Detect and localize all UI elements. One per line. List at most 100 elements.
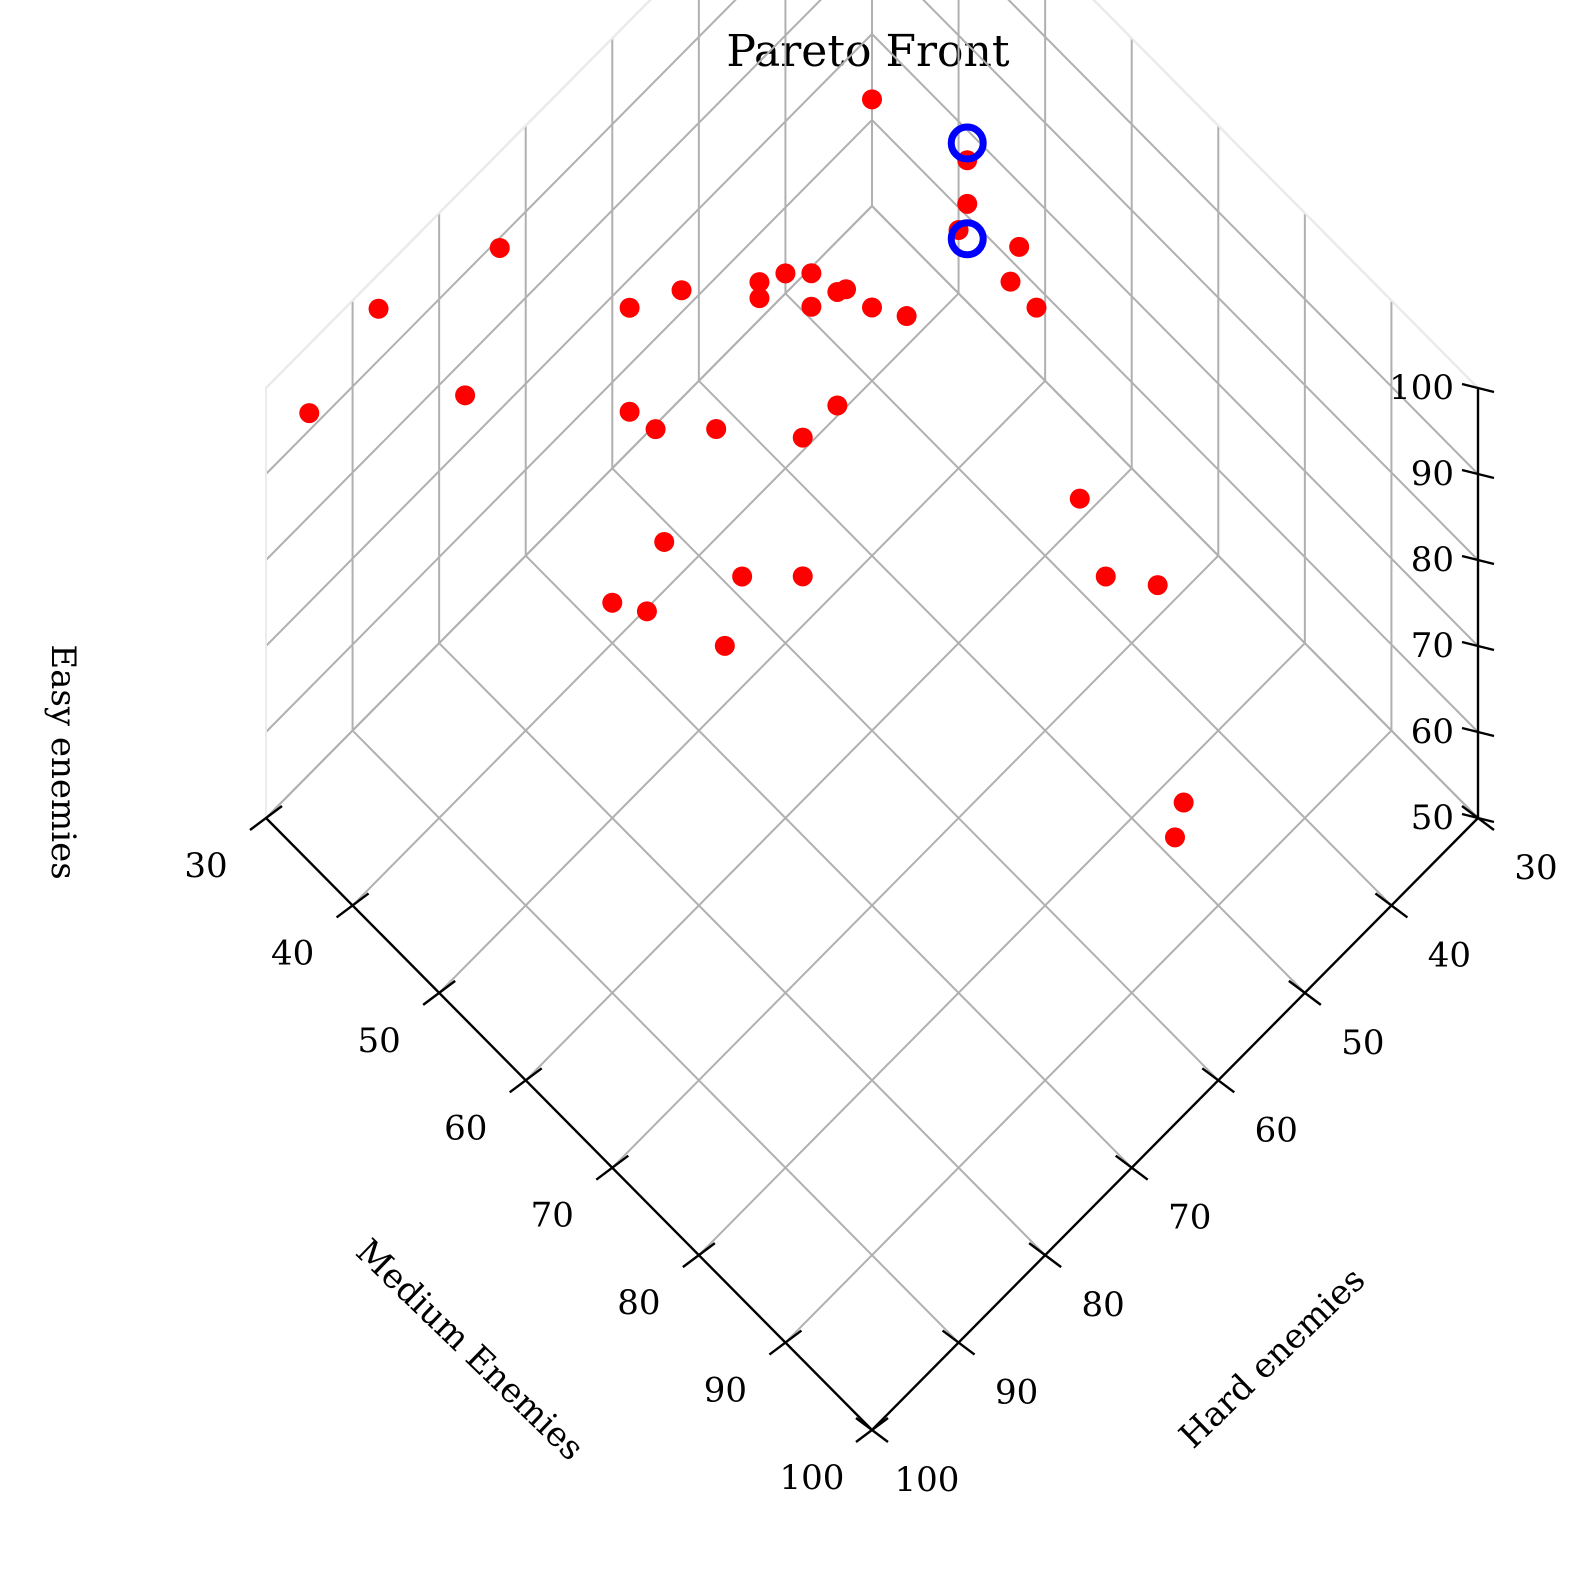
grid-lines — [265, 0, 1479, 1431]
data-point — [792, 566, 813, 587]
data-point — [368, 298, 389, 319]
y-axis-label: Medium Enemies — [348, 1231, 592, 1468]
x-tick-label: 90 — [995, 1373, 1038, 1413]
floor-grid-line — [611, 467, 1219, 1081]
data-point — [1165, 827, 1185, 848]
data-point — [654, 531, 675, 552]
y-tick — [422, 979, 456, 1006]
floor-grid-line — [351, 292, 960, 907]
z-tick-label: 60 — [1411, 712, 1454, 752]
data-point — [1009, 236, 1030, 257]
data-point — [671, 280, 692, 301]
x-tick-label: 100 — [895, 1460, 960, 1500]
data-point — [489, 237, 510, 258]
y-tick — [855, 1417, 889, 1443]
axes — [249, 382, 1495, 1443]
floor-grid-line — [784, 729, 1393, 1344]
data-point — [749, 288, 770, 309]
data-point — [792, 427, 813, 448]
z-tick — [1461, 640, 1495, 652]
floor-grid-line — [611, 555, 1219, 1169]
pane-edge — [265, 0, 652, 389]
data-point — [714, 635, 735, 656]
floor-grid-line — [438, 380, 1046, 994]
z-tick — [1461, 382, 1495, 394]
floor-grid-line — [784, 292, 1393, 907]
x-tick — [1201, 1067, 1236, 1094]
z-tick-label: 50 — [1411, 798, 1454, 838]
tick-labels: 30 40 50 60 70 80 90 100 30 40 50 60 70 80 90 100 50 60 70… — [184, 368, 1557, 1500]
data-point — [862, 89, 882, 110]
data-point — [619, 401, 640, 422]
wall-grid-line — [265, 119, 873, 733]
y-tick-label: 90 — [704, 1371, 747, 1411]
data-point — [1069, 488, 1090, 509]
z-tick-label: 90 — [1411, 454, 1454, 494]
data-point — [1026, 297, 1047, 318]
y-axis-line — [265, 817, 873, 1431]
y-tick-label: 70 — [531, 1196, 574, 1236]
floor-grid-line — [525, 555, 1133, 1169]
x-tick-label: 70 — [1168, 1198, 1211, 1238]
data-point — [732, 566, 753, 587]
data-point — [862, 297, 882, 318]
y-tick-label: 60 — [444, 1108, 487, 1148]
data-point — [455, 385, 476, 406]
data-points — [299, 89, 1194, 848]
x-tick — [941, 1329, 976, 1356]
data-point — [619, 297, 640, 318]
z-tick-label: 80 — [1411, 540, 1454, 580]
wall-grid-line — [265, 33, 873, 647]
y-tick — [249, 805, 283, 831]
floor-grid-line — [698, 642, 1306, 1256]
data-point — [827, 395, 848, 416]
data-point — [1000, 271, 1021, 292]
data-point — [775, 263, 796, 284]
z-tick — [1461, 554, 1495, 566]
x-tick-label: 50 — [1341, 1023, 1384, 1063]
z-axis-label: Easy enemies — [43, 644, 83, 879]
y-tick-label: 50 — [358, 1021, 401, 1061]
floor-grid-line — [525, 467, 1133, 1081]
y-tick — [335, 892, 370, 919]
x-tick — [1114, 1154, 1149, 1181]
floor-grid-line — [698, 380, 1306, 994]
x-tick — [1288, 979, 1322, 1006]
z-tick — [1461, 468, 1495, 480]
data-point — [749, 272, 770, 293]
wall-grid-line — [871, 205, 1479, 819]
y-tick-label: 30 — [184, 846, 227, 886]
z-tick — [1461, 726, 1495, 738]
z-tick — [1461, 812, 1495, 824]
data-point — [801, 263, 822, 284]
wall-grid-line — [265, 0, 737, 475]
x-tick — [1028, 1242, 1062, 1269]
data-point — [957, 193, 978, 214]
y-tick — [595, 1154, 630, 1181]
data-point — [645, 419, 666, 440]
y-tick-label: 40 — [271, 933, 314, 973]
z-tick-label: 100 — [1389, 368, 1454, 408]
data-point — [706, 419, 727, 439]
x-axis-line — [871, 817, 1479, 1431]
x-tick-label: 40 — [1428, 935, 1471, 975]
wall-grid-line — [265, 0, 822, 561]
x-axis-label: Hard enemies — [1172, 1260, 1374, 1457]
highlight-point — [947, 219, 987, 259]
highlight-point — [947, 123, 987, 163]
wall-grid-line — [1007, 0, 1479, 475]
y-tick-label: 100 — [780, 1458, 845, 1498]
x-tick — [1374, 892, 1409, 919]
data-point — [299, 403, 320, 424]
y-tick — [682, 1242, 716, 1269]
data-point — [896, 306, 917, 327]
x-tick-label: 30 — [1514, 848, 1557, 888]
x-tick-label: 60 — [1255, 1110, 1298, 1150]
data-point — [801, 296, 822, 317]
wall-grid-line — [871, 33, 1479, 647]
floor-grid-line — [351, 729, 960, 1344]
floor-grid-line — [438, 642, 1046, 1256]
pane-edge — [1092, 0, 1479, 389]
y-tick — [768, 1329, 803, 1356]
